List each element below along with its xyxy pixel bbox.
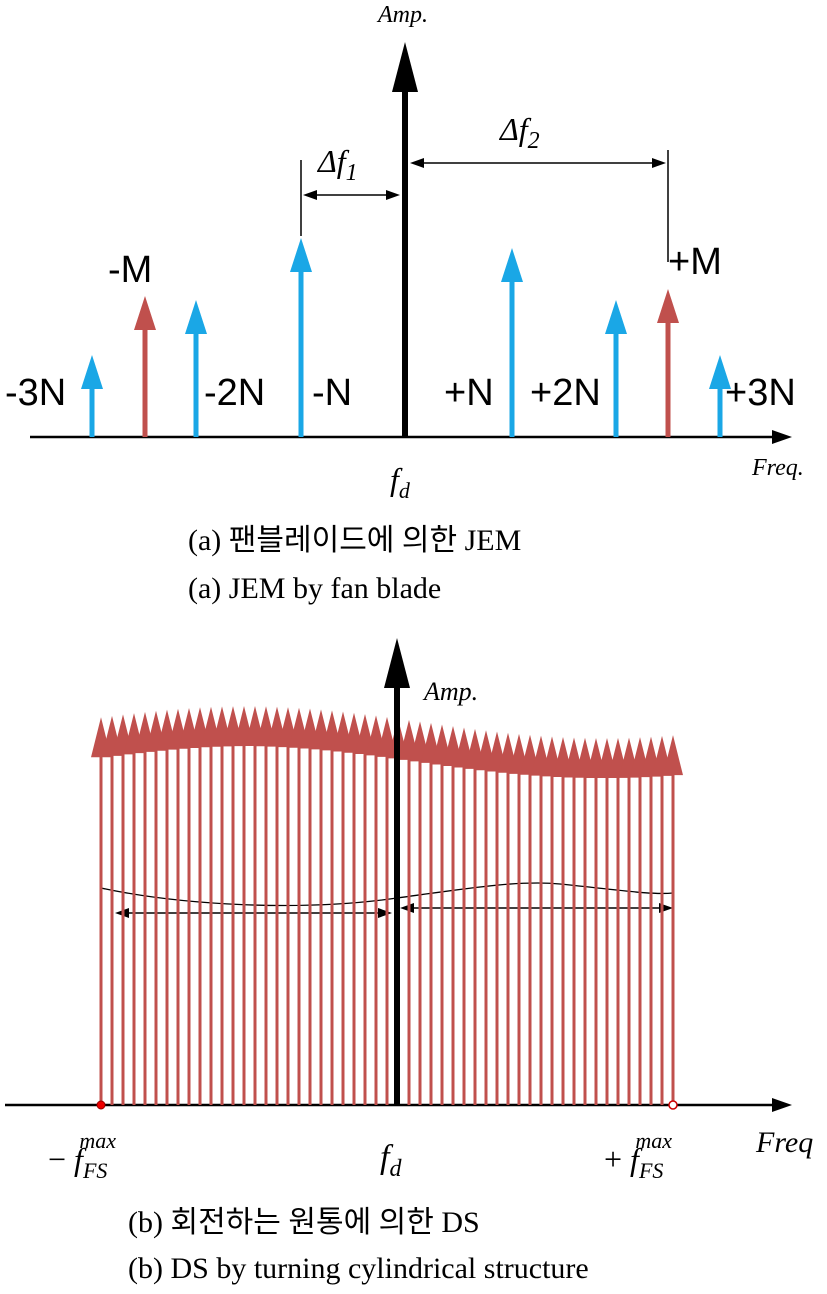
label-sign: + [604,1141,622,1177]
x-axis-label: Freq. [751,455,804,481]
x-axis-label: Freq [755,1126,813,1159]
line-label: +3N [725,372,796,414]
label-sub: 1 [346,160,358,186]
line-label: -2N [204,372,265,414]
arrow-head [392,42,418,92]
caption: (b) 회전하는 원통에 의한 DS [128,1206,480,1239]
arrow-head [605,300,627,334]
arrow-head [400,903,414,913]
y-axis-label: Amp. [422,677,478,706]
label-sub: d [399,478,411,503]
endpoint [668,1100,678,1110]
arrow-head [709,355,731,389]
envelope [100,882,674,907]
arrow-head [501,248,523,282]
endpoint [96,1100,106,1110]
arrow-head [384,638,410,688]
arrow-head [663,735,683,776]
label-base: Δf [316,143,350,179]
delta-label: Δf2 [498,111,540,154]
arrow-head [772,1098,792,1112]
caption: (b) DS by turning cylindrical structure [128,1252,589,1285]
line-label: -M [108,249,152,291]
arrow-head [290,238,312,272]
center-label: fd [380,1139,402,1182]
center-label: fd [390,461,411,503]
line-label: +2N [530,372,601,414]
arrow-head [772,430,792,444]
label-sub: FS [638,1158,663,1183]
arrow-head [652,158,666,168]
arrow-head [410,158,424,168]
line-label: +N [444,372,494,414]
label-base: Δf [498,111,532,147]
range-label: + fFSmax [604,1128,672,1183]
arrow-head [386,190,400,200]
line-label: -N [312,372,352,414]
label-sup: max [635,1128,672,1153]
arrow-head [657,289,679,323]
line-label: -3N [5,372,66,414]
caption: (a) 팬블레이드에 의한 JEM [188,524,521,557]
label-sup: max [79,1128,116,1153]
label-sub: FS [82,1158,107,1183]
label-sub: d [389,1156,402,1182]
arrow-head [185,300,207,334]
label-sign: − [48,1141,66,1177]
arrow-head [303,190,317,200]
label-sub: 2 [528,128,540,154]
arrow-head [378,908,392,918]
caption: (a) JEM by fan blade [188,572,441,605]
y-axis-label: Amp. [376,2,428,28]
shapes [5,42,792,1112]
arrow-head [134,296,156,330]
delta-label: Δf1 [316,143,358,186]
arrow-head [81,355,103,389]
range-label: − fFSmax [48,1128,116,1183]
line-label: +M [668,241,722,283]
